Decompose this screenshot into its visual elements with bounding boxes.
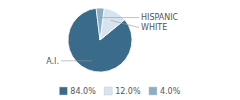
annotation: WHITE (141, 23, 167, 32)
annotation: HISPANIC (141, 13, 179, 22)
annotation-line (61, 60, 92, 61)
chart: A.I. WHITEHISPANIC 84.0% 12.0% 4.0% (0, 0, 240, 100)
legend-swatch (59, 87, 67, 95)
annotations: A.I. WHITEHISPANIC (46, 13, 178, 65)
annotation-line (100, 17, 139, 18)
legend-label: 4.0% (160, 87, 181, 96)
pie-slice (96, 8, 104, 40)
annotation-line (111, 20, 139, 27)
legend: 84.0% 12.0% 4.0% (59, 87, 180, 96)
legend-item: 4.0% (149, 87, 181, 96)
legend-swatch (149, 87, 157, 95)
annotation: A.I. (46, 57, 59, 66)
legend-label: 12.0% (115, 87, 141, 96)
legend-item: 12.0% (104, 87, 141, 96)
legend-item: 84.0% (59, 87, 96, 96)
legend-swatch (104, 87, 112, 95)
legend-label: 84.0% (70, 87, 96, 96)
